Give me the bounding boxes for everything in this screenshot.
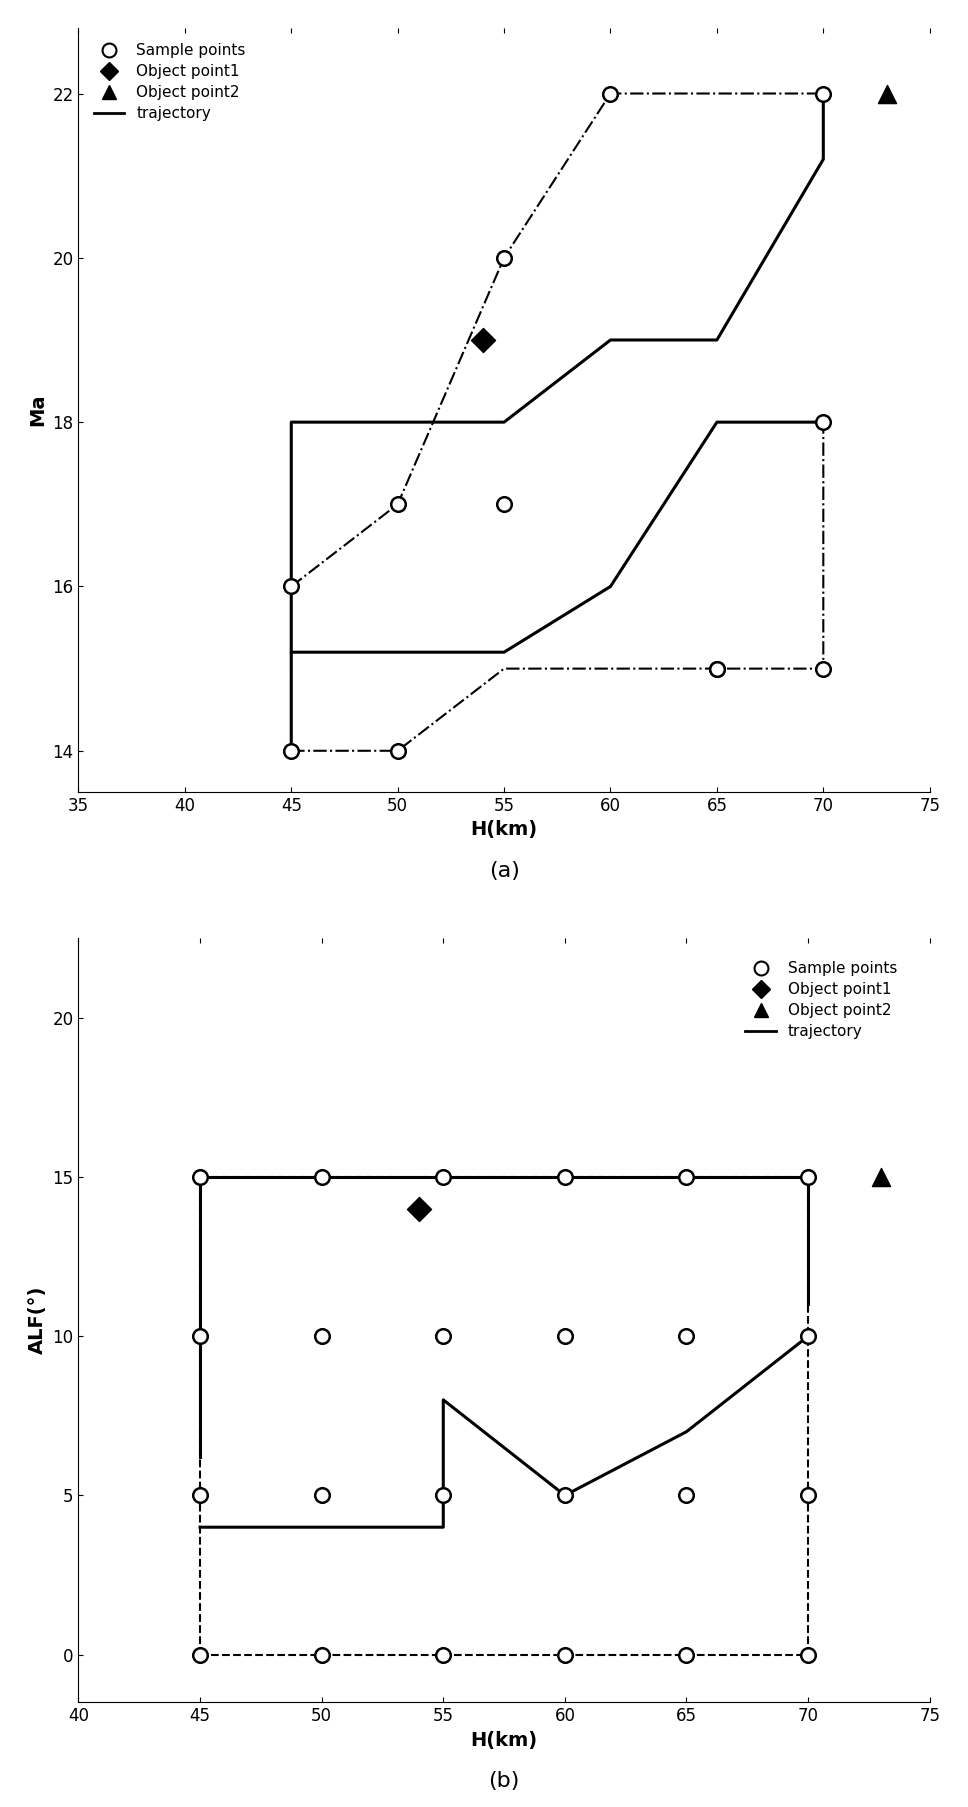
- Point: [710, 654, 725, 683]
- Point: [710, 654, 725, 683]
- Legend: Sample points, Object point1, Object point2, trajectory: Sample points, Object point1, Object poi…: [86, 36, 254, 128]
- Point: [816, 80, 832, 108]
- Point: [801, 1482, 816, 1511]
- Point: [314, 1482, 329, 1511]
- Point: [411, 1194, 427, 1223]
- Point: [801, 1162, 816, 1191]
- Point: [314, 1641, 329, 1670]
- X-axis label: H(km): H(km): [470, 1731, 537, 1749]
- X-axis label: H(km): H(km): [470, 820, 537, 838]
- Point: [436, 1482, 451, 1511]
- Point: [436, 1641, 451, 1670]
- Point: [314, 1321, 329, 1350]
- Point: [603, 80, 619, 108]
- Point: [390, 735, 406, 764]
- Point: [284, 573, 299, 602]
- Point: [679, 1482, 694, 1511]
- Point: [475, 325, 491, 354]
- Point: [816, 654, 832, 683]
- Point: [801, 1641, 816, 1670]
- Point: [193, 1641, 208, 1670]
- Point: [193, 1321, 208, 1350]
- Point: [436, 1321, 451, 1350]
- Point: [314, 1162, 329, 1191]
- Point: [558, 1482, 573, 1511]
- Point: [558, 1321, 573, 1350]
- Point: [679, 1162, 694, 1191]
- Point: [679, 1321, 694, 1350]
- Point: [801, 1321, 816, 1350]
- Point: [816, 408, 832, 437]
- Y-axis label: Ma: Ma: [28, 394, 46, 426]
- Point: [193, 1162, 208, 1191]
- Point: [436, 1162, 451, 1191]
- Point: [679, 1641, 694, 1670]
- Legend: Sample points, Object point1, Object point2, trajectory: Sample points, Object point1, Object poi…: [738, 954, 905, 1046]
- Point: [390, 490, 406, 519]
- Point: [193, 1482, 208, 1511]
- Point: [284, 735, 299, 764]
- Point: [558, 1162, 573, 1191]
- Point: [879, 80, 894, 108]
- Point: [497, 244, 512, 273]
- Point: [558, 1641, 573, 1670]
- Y-axis label: ALF(°): ALF(°): [28, 1287, 46, 1355]
- Point: [497, 490, 512, 519]
- Point: [873, 1162, 889, 1191]
- Text: (a): (a): [489, 860, 520, 880]
- Text: (b): (b): [489, 1771, 520, 1791]
